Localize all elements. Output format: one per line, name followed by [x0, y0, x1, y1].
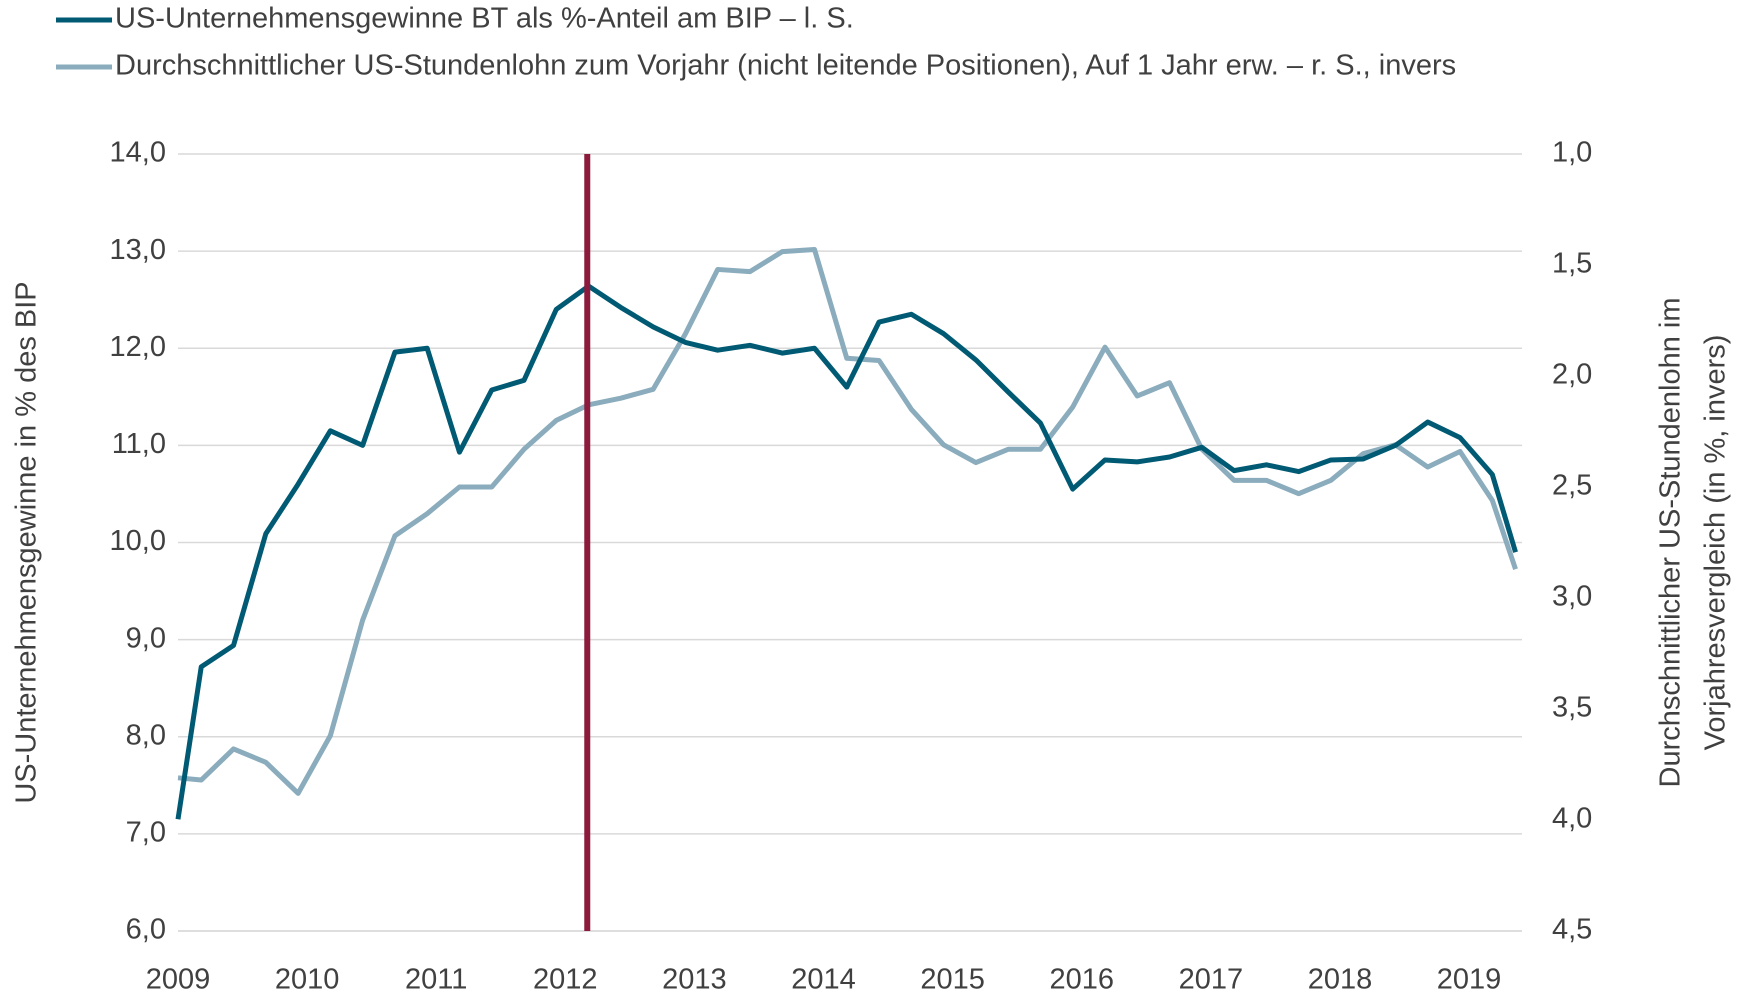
x-tick-label: 2015	[920, 964, 985, 996]
y-tick-label: 8,0	[126, 719, 166, 751]
x-tick-label: 2017	[1179, 964, 1244, 996]
y-tick-label: 14,0	[110, 137, 166, 169]
y2-tick-label: 2,5	[1552, 470, 1592, 502]
series-line	[177, 246, 1518, 796]
x-tick-label: 2010	[275, 964, 340, 996]
y-tick-label: 6,0	[126, 914, 166, 946]
y2-axis-title: Durchschnittlicher US-Stundenlohn im	[1655, 298, 1687, 788]
legend-label: US-Unternehmensgewinne BT als %-Anteil a…	[115, 3, 854, 35]
x-tick-label: 2018	[1308, 964, 1373, 996]
x-tick-label: 2012	[533, 964, 598, 996]
y2-tick-label: 3,0	[1552, 581, 1592, 613]
y2-tick-label: 3,5	[1552, 692, 1592, 724]
x-tick-label: 2011	[405, 964, 467, 996]
series-line	[175, 283, 1518, 820]
x-tick-label: 2009	[146, 964, 211, 996]
x-tick-label: 2019	[1437, 964, 1502, 996]
y2-tick-label: 1,0	[1552, 137, 1592, 169]
x-tick-label: 2014	[791, 964, 856, 996]
y-tick-label: 9,0	[126, 622, 166, 654]
legend-label: Durchschnittlicher US-Stundenlohn zum Vo…	[115, 50, 1456, 82]
y-tick-label: 11,0	[112, 428, 166, 460]
y2-tick-label: 1,5	[1552, 248, 1592, 280]
y-axis-title: US-Unternehmensgewinne in % des BIP	[11, 281, 43, 803]
y2-tick-label: 2,0	[1552, 359, 1592, 391]
y2-tick-label: 4,5	[1552, 914, 1592, 946]
y-tick-label: 7,0	[126, 817, 166, 849]
x-tick-label: 2013	[662, 964, 727, 996]
y2-tick-label: 4,0	[1552, 803, 1592, 835]
x-tick-label: 2016	[1049, 964, 1114, 996]
y-tick-label: 13,0	[110, 234, 166, 266]
y-tick-label: 12,0	[110, 331, 166, 363]
y2-axis-title: Vorjahresvergleich (in %, invers)	[1700, 335, 1732, 751]
y-tick-label: 10,0	[110, 525, 166, 557]
